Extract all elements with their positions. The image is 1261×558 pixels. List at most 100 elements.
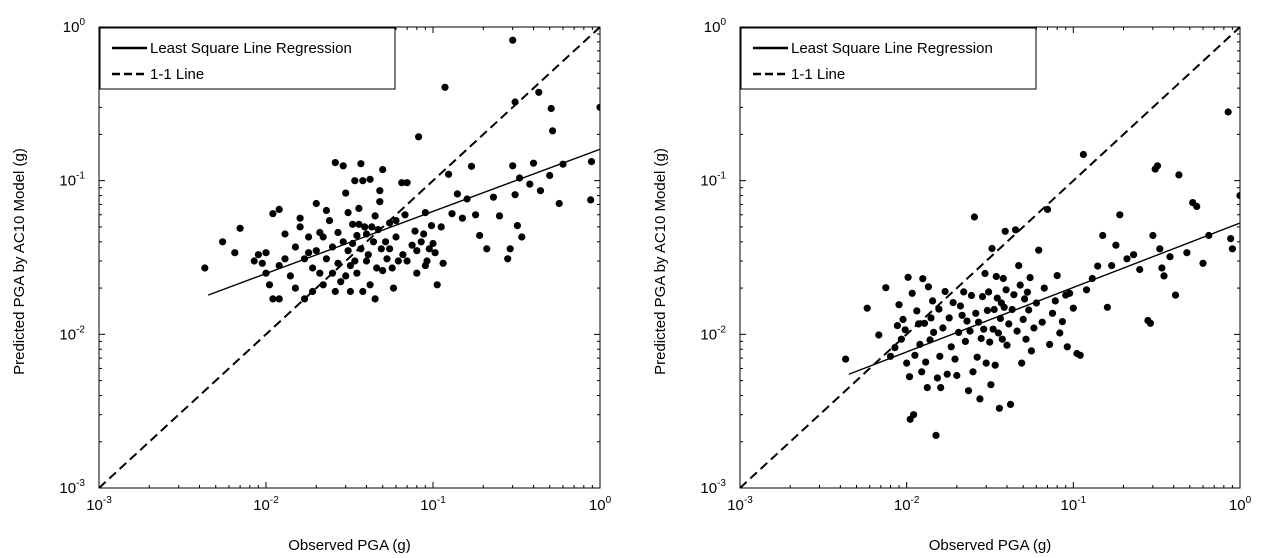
data-point (995, 404, 1004, 412)
data-point (231, 249, 239, 257)
data-point (322, 255, 330, 263)
data-point (967, 291, 976, 300)
x-axis-title: Observed PGA (g) (288, 537, 411, 554)
data-point (1171, 291, 1180, 299)
data-point (1175, 171, 1183, 179)
data-point (286, 272, 294, 280)
data-point (990, 305, 998, 314)
data-point (392, 233, 400, 241)
data-point (439, 259, 447, 267)
data-point (992, 272, 1000, 281)
data-point (254, 251, 262, 259)
data-point (431, 249, 439, 257)
data-point (331, 287, 339, 296)
data-point (961, 337, 970, 345)
data-point (986, 338, 994, 346)
data-point (413, 269, 421, 277)
data-point (960, 288, 968, 296)
y-tick-label: 10-3 (700, 478, 726, 497)
data-point (1043, 205, 1052, 213)
data-point (344, 247, 352, 255)
x-axis-title: Observed PGA (g) (929, 537, 1052, 554)
data-point (526, 180, 534, 188)
data-point (411, 227, 419, 235)
data-point (1038, 318, 1046, 326)
data-point (509, 36, 517, 44)
data-point (1103, 303, 1111, 311)
data-point (535, 88, 543, 96)
data-point (1183, 249, 1191, 257)
data-point (383, 255, 391, 263)
data-point (1108, 262, 1116, 270)
data-point (905, 373, 914, 381)
data-point (398, 179, 406, 187)
data-point (445, 170, 453, 178)
data-point (1079, 150, 1087, 159)
data-point (269, 295, 277, 303)
data-point (972, 309, 980, 317)
data-point (1058, 318, 1066, 326)
data-point (359, 287, 367, 296)
data-point (415, 133, 423, 141)
data-point (1053, 272, 1061, 280)
data-point (258, 259, 266, 267)
x-tick-label: 10-3 (86, 495, 112, 514)
data-point (956, 302, 965, 310)
data-point (371, 212, 379, 220)
data-point (1149, 231, 1157, 240)
data-point (467, 162, 476, 170)
data-point (312, 199, 320, 208)
data-points (201, 36, 600, 303)
y-tick-label: 10-2 (700, 324, 726, 343)
data-point (250, 257, 258, 265)
data-point (413, 247, 421, 255)
data-point (1123, 255, 1131, 263)
data-point (1010, 291, 1018, 299)
data-point (377, 245, 385, 253)
data-point (458, 214, 466, 222)
data-point (549, 127, 557, 135)
data-point (1166, 253, 1174, 261)
data-point (476, 231, 484, 240)
data-point (1013, 327, 1021, 335)
data-points (842, 108, 1240, 439)
data-point (265, 281, 274, 289)
x-tick-label: 100 (589, 495, 612, 514)
data-point (403, 179, 411, 187)
data-point (1027, 347, 1035, 355)
data-point (1026, 274, 1034, 282)
data-point (401, 211, 409, 219)
data-point (472, 211, 480, 219)
data-point (1156, 245, 1164, 253)
data-point (355, 204, 363, 212)
data-point (983, 306, 992, 315)
data-point (417, 238, 425, 246)
data-point (353, 231, 361, 240)
data-point (991, 361, 999, 369)
data-point (376, 198, 384, 206)
data-point (506, 245, 514, 253)
data-point (875, 331, 883, 339)
data-point (969, 368, 977, 376)
data-point (291, 284, 299, 292)
data-point (366, 175, 374, 183)
data-point (1040, 284, 1048, 292)
data-point (1022, 335, 1030, 343)
data-point (1005, 320, 1013, 328)
legend-label: Least Square Line Regression (791, 40, 993, 57)
data-point (291, 243, 299, 251)
data-point (1021, 295, 1029, 303)
y-tick-label: 10-3 (59, 478, 85, 497)
data-point (351, 257, 359, 265)
data-point (1025, 306, 1033, 314)
data-point (1006, 400, 1015, 408)
data-point (536, 187, 545, 195)
data-point (325, 217, 334, 225)
data-point (1000, 303, 1008, 311)
data-point (1160, 272, 1168, 280)
data-point (982, 359, 990, 367)
data-point (981, 269, 989, 278)
one-to-one-line (99, 27, 600, 488)
data-point (1035, 246, 1043, 254)
data-point (342, 272, 350, 280)
